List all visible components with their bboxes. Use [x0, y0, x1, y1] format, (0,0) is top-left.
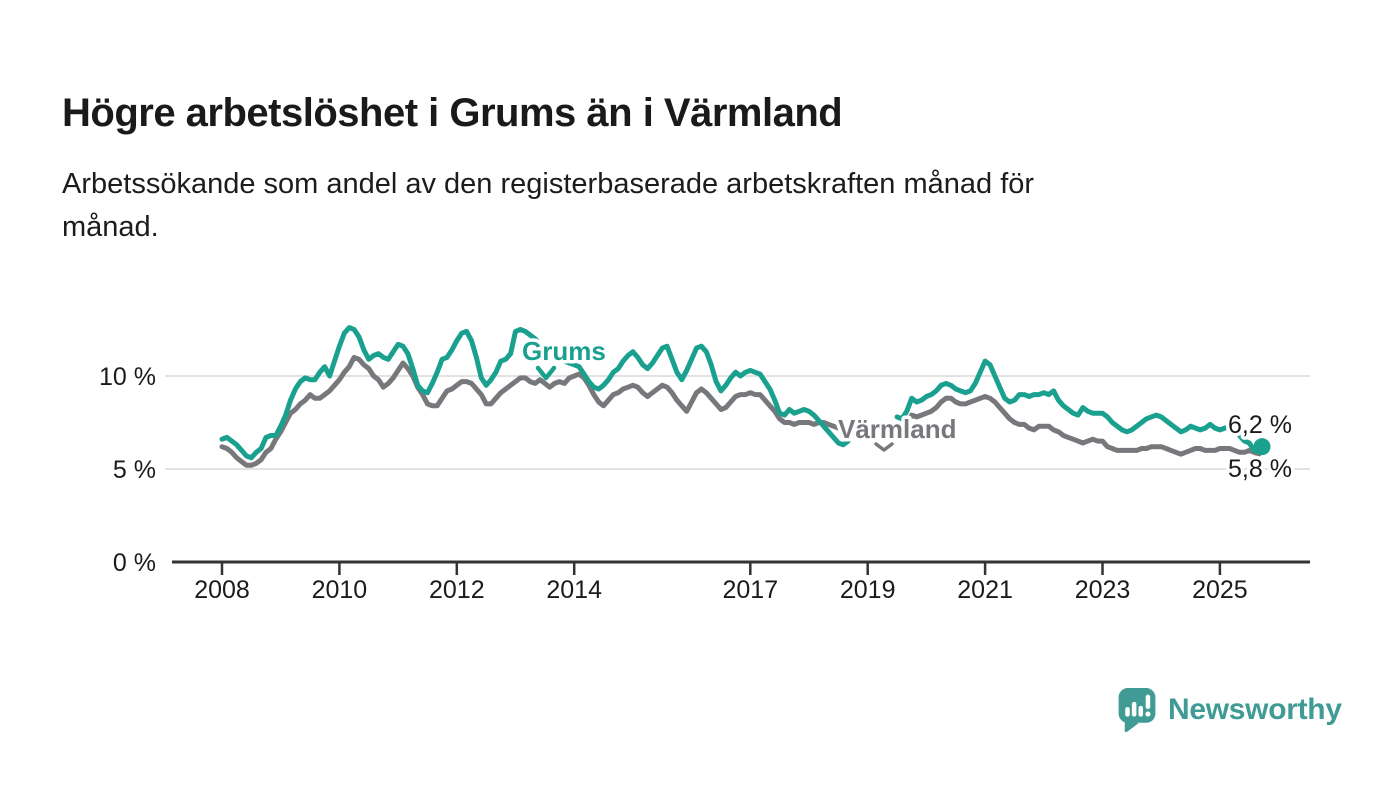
logo-exclamation-bar	[1145, 694, 1151, 709]
logo-bar-1	[1125, 706, 1130, 717]
x-tick-label-2023: 2023	[1075, 576, 1131, 604]
newsworthy-logo: Newsworthy	[1116, 686, 1342, 733]
subtitle-line-2: månad.	[62, 211, 159, 243]
varmland-label-arrow-icon	[874, 442, 894, 452]
x-tick-label-2008: 2008	[194, 576, 250, 604]
x-tick-label-2010: 2010	[312, 576, 368, 604]
x-tick-label-2014: 2014	[546, 576, 602, 604]
grums-series-label: Grums	[522, 336, 606, 366]
logo-exclamation-dot	[1145, 711, 1151, 717]
chart-subtitle: Arbetssökande som andel av den registerb…	[62, 163, 1034, 249]
x-tick-label-2021: 2021	[957, 576, 1013, 604]
page-title: Högre arbetslöshet i Grums än i Värmland	[62, 90, 843, 135]
newsworthy-logo-icon	[1118, 688, 1156, 733]
logo-bar-2	[1131, 701, 1137, 717]
x-tick-label-2012: 2012	[429, 576, 485, 604]
unemployment-line-chart: 2008 2010 2012 2014 2017 2019 2021 2023 2025 0 % 5…	[99, 325, 1310, 604]
grums-end-dot	[1253, 438, 1271, 456]
x-tick-label-2017: 2017	[722, 576, 778, 604]
värmland-line	[219, 354, 1262, 468]
x-tick-label-2025: 2025	[1192, 576, 1248, 604]
subtitle-line-1: Arbetssökande som andel av den registerb…	[62, 168, 1035, 200]
y-tick-label-10pct: 10 %	[99, 363, 156, 391]
y-tick-label-5pct: 5 %	[113, 456, 156, 484]
grums-latest-value-label: 6,2 %	[1228, 411, 1292, 439]
brand-name: Newsworthy	[1168, 692, 1342, 726]
grums-label-arrow-icon	[535, 365, 557, 381]
logo-bar-3	[1138, 705, 1144, 717]
varmland-latest-value-label: 5,8 %	[1228, 455, 1292, 483]
logo-bubble-tail	[1124, 718, 1139, 733]
y-tick-label-0pct: 0 %	[113, 549, 156, 577]
grums-line	[219, 325, 1262, 461]
varmland-series-label: Värmland	[838, 414, 957, 444]
x-tick-label-2019: 2019	[840, 576, 896, 604]
